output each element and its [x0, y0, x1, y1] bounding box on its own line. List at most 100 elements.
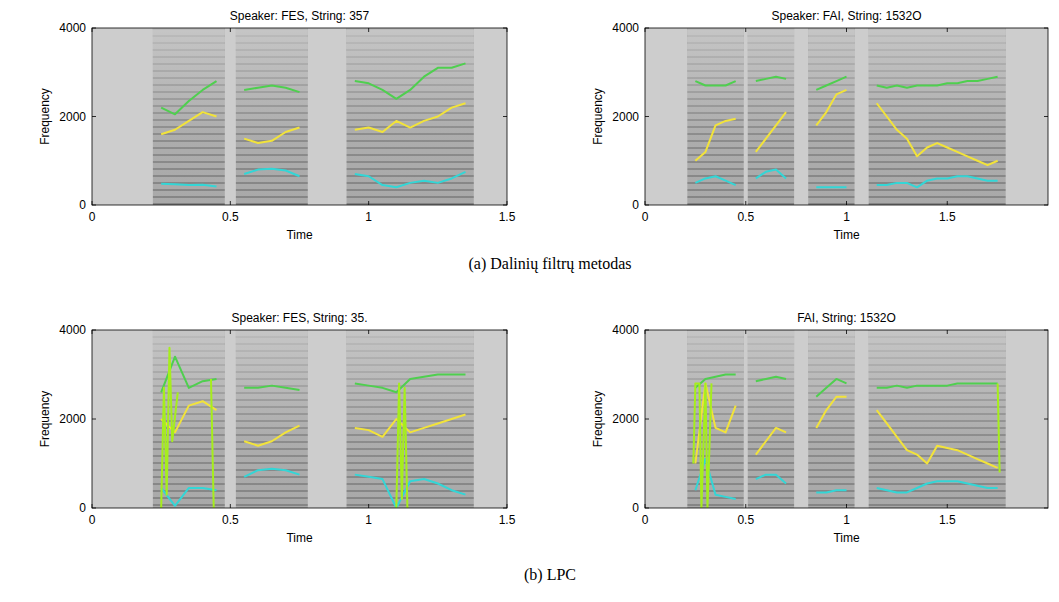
x-tick-top	[230, 330, 231, 334]
formant-line	[161, 357, 465, 393]
y-tick-label: 4000	[59, 21, 86, 35]
plot-background	[645, 330, 1048, 508]
x-tick-label: 1.5	[499, 513, 516, 527]
panel: 00.511.5020004000FAI, String: 1532OTimeF…	[591, 311, 1048, 545]
data-area	[687, 28, 1005, 205]
x-tick-label: 1	[843, 210, 850, 224]
x-tick-label: 1.5	[499, 210, 516, 224]
formant-line	[161, 63, 465, 114]
x-tick-top	[507, 330, 508, 334]
voiced-segment	[347, 28, 474, 205]
caption: (a) Dalinių filtrų metodas	[468, 255, 631, 273]
y-tick-right	[1044, 330, 1048, 331]
y-tick	[92, 330, 96, 331]
x-tick	[645, 201, 646, 205]
y-tick	[645, 419, 649, 420]
axes-frame	[645, 330, 1048, 508]
panel-title: Speaker: FAI, String: 1532O	[771, 9, 921, 23]
x-tick-label: 0.5	[222, 210, 239, 224]
y-tick-label: 0	[632, 198, 639, 212]
y-tick	[645, 508, 649, 509]
x-tick	[846, 504, 847, 508]
data-area	[153, 330, 474, 508]
x-tick	[645, 504, 646, 508]
y-tick-right	[503, 508, 507, 509]
y-tick	[645, 116, 649, 117]
x-tick-top	[507, 28, 508, 32]
formant-line	[695, 459, 997, 499]
formant-line	[695, 375, 997, 397]
y-tick-label: 2000	[612, 110, 639, 124]
x-tick-top	[92, 330, 93, 334]
x-tick-label: 0	[89, 513, 96, 527]
x-tick-top	[846, 330, 847, 334]
y-tick	[645, 205, 649, 206]
x-tick	[846, 201, 847, 205]
x-tick-label: 0.5	[222, 513, 239, 527]
x-tick-top	[92, 28, 93, 32]
x-tick	[230, 504, 231, 508]
x-tick	[745, 504, 746, 508]
caption: (b) LPC	[524, 566, 576, 584]
voiced-segment-fade	[808, 28, 854, 205]
y-tick-right	[503, 28, 507, 29]
x-tick-label: 1.5	[939, 513, 956, 527]
voiced-segment	[808, 28, 854, 205]
y-tick-label: 4000	[59, 323, 86, 337]
formant-line	[693, 383, 999, 508]
formant-line	[695, 90, 997, 165]
x-tick-label: 1	[365, 513, 372, 527]
y-tick-right	[503, 205, 507, 206]
x-tick-top	[846, 28, 847, 32]
formant-line	[695, 170, 997, 188]
x-axis-title: Time	[833, 531, 860, 545]
voiced-segment-fade	[687, 330, 743, 508]
voiced-segment	[236, 28, 308, 205]
x-tick	[947, 504, 948, 508]
x-tick-label: 0	[642, 513, 649, 527]
data-area	[153, 28, 474, 205]
y-tick-right	[1044, 205, 1048, 206]
formant-line	[161, 103, 465, 143]
x-tick-top	[645, 28, 646, 32]
y-tick-right	[1044, 28, 1048, 29]
voiced-segment	[808, 330, 854, 508]
panel-title: FAI, String: 1532O	[797, 311, 896, 325]
formant-line	[695, 77, 997, 90]
y-tick	[92, 205, 96, 206]
voiced-segment-fade	[236, 28, 308, 205]
x-tick-top	[230, 28, 231, 32]
y-tick-right	[1044, 116, 1048, 117]
formant-line	[161, 169, 465, 188]
x-tick-top	[368, 330, 369, 334]
voiced-segment-fade	[687, 28, 743, 205]
plot-background	[645, 28, 1048, 205]
x-tick	[368, 504, 369, 508]
x-tick	[92, 504, 93, 508]
data-area	[687, 330, 1005, 508]
y-tick-right	[503, 116, 507, 117]
y-tick-label: 4000	[612, 323, 639, 337]
background	[0, 0, 1059, 602]
voiced-segment-fade	[808, 330, 854, 508]
y-tick-label: 2000	[59, 110, 86, 124]
y-tick-right	[503, 419, 507, 420]
x-tick-top	[368, 28, 369, 32]
axes-frame	[92, 28, 507, 205]
y-tick-right	[503, 330, 507, 331]
y-tick-right	[1044, 419, 1048, 420]
figure: 0 0.5 1 1.5 0 2000 4000 Speaker: FES, String: 3…	[0, 0, 1059, 602]
voiced-segment	[748, 28, 794, 205]
voiced-segment-fade	[236, 330, 308, 508]
plot-background	[92, 28, 507, 205]
voiced-segment-fade	[748, 330, 794, 508]
x-tick	[745, 201, 746, 205]
voiced-segment-fade	[347, 28, 474, 205]
panel-title: Speaker: FES, String: 35.	[231, 311, 367, 325]
x-tick-label: 1	[365, 210, 372, 224]
y-axis-title: Frequency	[591, 88, 605, 145]
x-tick	[368, 201, 369, 205]
formant-line	[161, 401, 465, 446]
x-tick-label: 1	[843, 513, 850, 527]
voiced-segment-fade	[748, 28, 794, 205]
